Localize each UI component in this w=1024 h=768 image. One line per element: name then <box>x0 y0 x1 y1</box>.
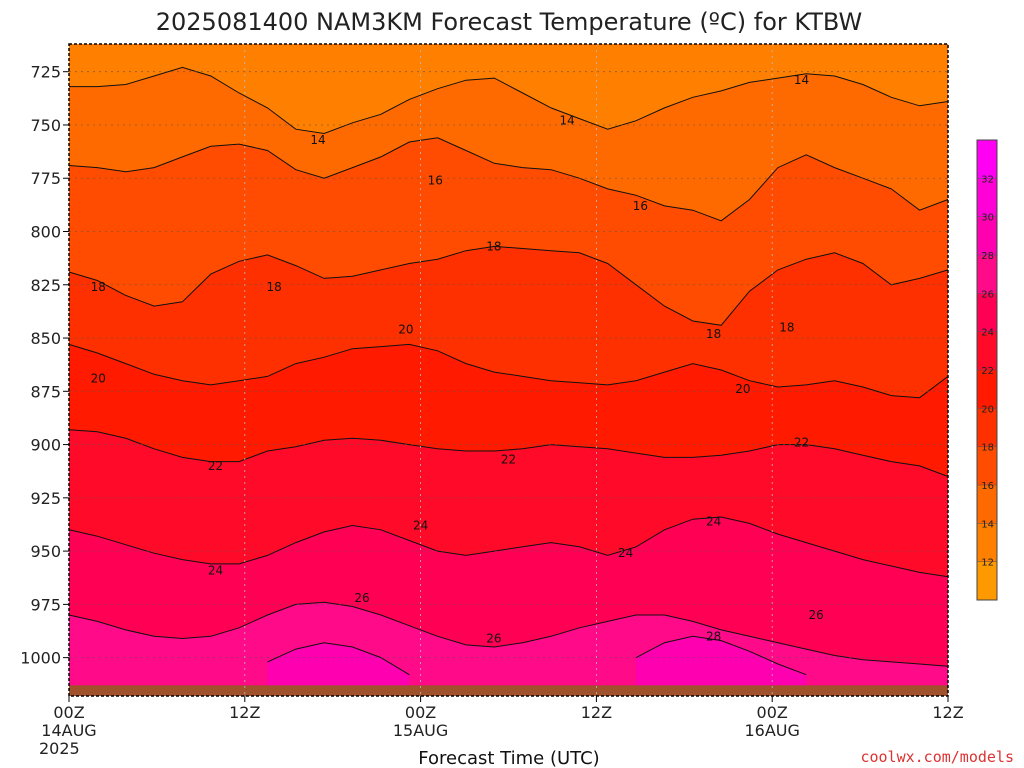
contour-label-26-21: 26 <box>486 631 501 645</box>
isotherm-16 <box>68 137 949 222</box>
chart-title: 2025081400 NAM3KM Forecast Temperature (… <box>156 8 863 36</box>
contour-label-14-2: 14 <box>794 73 809 87</box>
colorbar-legend: 12 14 16 18 20 22 24 26 28 30 32 <box>976 139 998 601</box>
isotherm-28-1 <box>635 635 807 676</box>
x-tick-date-4: 16AUG <box>744 721 799 740</box>
contour-label-14-1: 14 <box>559 114 574 128</box>
y-tick-label-875: 875 <box>30 382 61 401</box>
contour-label-24-16: 24 <box>208 563 223 577</box>
colorbar-swatch-9 <box>977 216 997 256</box>
contour-label-26-20: 26 <box>354 591 369 605</box>
contour-label-14-0: 14 <box>310 133 325 147</box>
x-tick-date-2: 15AUG <box>393 721 448 740</box>
y-tick-label-750: 750 <box>30 116 61 135</box>
x-axis-label: Forecast Time (UTC) <box>418 748 599 768</box>
colorbar-label-32: 32 <box>981 174 994 185</box>
isotherm-26 <box>68 601 949 667</box>
ground-surface <box>69 685 948 696</box>
plot-frame <box>68 43 949 697</box>
contour-label-20-11: 20 <box>398 323 413 337</box>
y-tick-label-1000: 1000 <box>20 649 61 668</box>
colorbar-label-12: 12 <box>981 558 994 569</box>
y-tick-label-725: 725 <box>30 63 61 82</box>
contour-label-22-13: 22 <box>208 459 223 473</box>
y-tick-label-975: 975 <box>30 595 61 614</box>
contour-label-28-23: 28 <box>706 629 721 643</box>
band-above-28-0 <box>267 642 410 686</box>
credit-text: coolwx.com/models <box>860 748 1014 766</box>
contour-label-18-7: 18 <box>486 239 501 253</box>
contour-label-16-3: 16 <box>428 173 443 187</box>
contour-label-24-19: 24 <box>706 514 721 528</box>
colorbar-swatch-1 <box>977 523 997 563</box>
colorbar-swatch-0 <box>977 561 997 601</box>
colorbar-label-22: 22 <box>981 366 994 377</box>
colorbar-swatch-2 <box>977 485 997 524</box>
x-tick-year-0: 2025 <box>39 739 80 758</box>
colorbar-swatch-11 <box>977 140 997 179</box>
colorbar-swatch-7 <box>977 293 997 333</box>
colorbar-label-14: 14 <box>981 519 994 530</box>
colorbar-label-18: 18 <box>981 443 994 454</box>
x-tick-label-0: 00Z <box>53 703 84 722</box>
colorbar-swatch-6 <box>977 331 997 371</box>
colorbar-swatch-10 <box>977 178 997 218</box>
x-tick-label-1: 12Z <box>229 703 260 722</box>
y-tick-label-825: 825 <box>30 276 61 295</box>
contour-label-16-4: 16 <box>633 199 648 213</box>
colorbar-label-30: 30 <box>981 213 994 224</box>
contour-label-26-22: 26 <box>809 608 824 622</box>
contour-label-22-15: 22 <box>794 435 809 449</box>
isotherm-24 <box>68 516 949 578</box>
band-above-28-1 <box>636 636 807 686</box>
contour-label-20-10: 20 <box>91 372 106 386</box>
y-tick-label-900: 900 <box>30 436 61 455</box>
contour-label-18-6: 18 <box>266 280 281 294</box>
isotherm-28-0 <box>267 642 410 676</box>
y-tick-label-950: 950 <box>30 542 61 561</box>
y-tick-label-775: 775 <box>30 169 61 188</box>
colorbar-label-26: 26 <box>981 289 994 300</box>
colorbar-label-24: 24 <box>981 328 994 339</box>
isotherm-14 <box>69 66 949 135</box>
colorbar-label-16: 16 <box>981 481 994 492</box>
x-tick-label-3: 12Z <box>581 703 612 722</box>
contour-label-22-14: 22 <box>501 452 516 466</box>
y-tick-label-800: 800 <box>30 223 61 242</box>
colorbar-swatch-8 <box>977 255 997 294</box>
isotherm-20 <box>68 343 949 399</box>
x-tick-label-5: 12Z <box>932 703 963 722</box>
colorbar-swatch-3 <box>977 446 997 486</box>
contour-label-18-8: 18 <box>706 327 721 341</box>
x-tick-date-0: 14AUG <box>41 721 96 740</box>
x-tick-label-2: 00Z <box>405 703 436 722</box>
colorbar-label-20: 20 <box>981 404 994 415</box>
y-axis: 725 750 775 800 825 850 875 900 925 950 975 1000 <box>20 63 69 668</box>
y-tick-label-850: 850 <box>30 329 61 348</box>
contour-label-24-18: 24 <box>618 546 633 560</box>
colorbar-swatch-4 <box>977 408 997 448</box>
colorbar-swatch-5 <box>977 370 997 409</box>
contour-label-18-9: 18 <box>779 320 794 334</box>
contour-label-20-12: 20 <box>735 382 750 396</box>
colorbar-label-28: 28 <box>981 251 994 262</box>
y-tick-label-925: 925 <box>30 489 61 508</box>
isotherm-18 <box>68 245 949 326</box>
x-tick-label-4: 00Z <box>757 703 788 722</box>
contour-label-18-5: 18 <box>91 280 106 294</box>
